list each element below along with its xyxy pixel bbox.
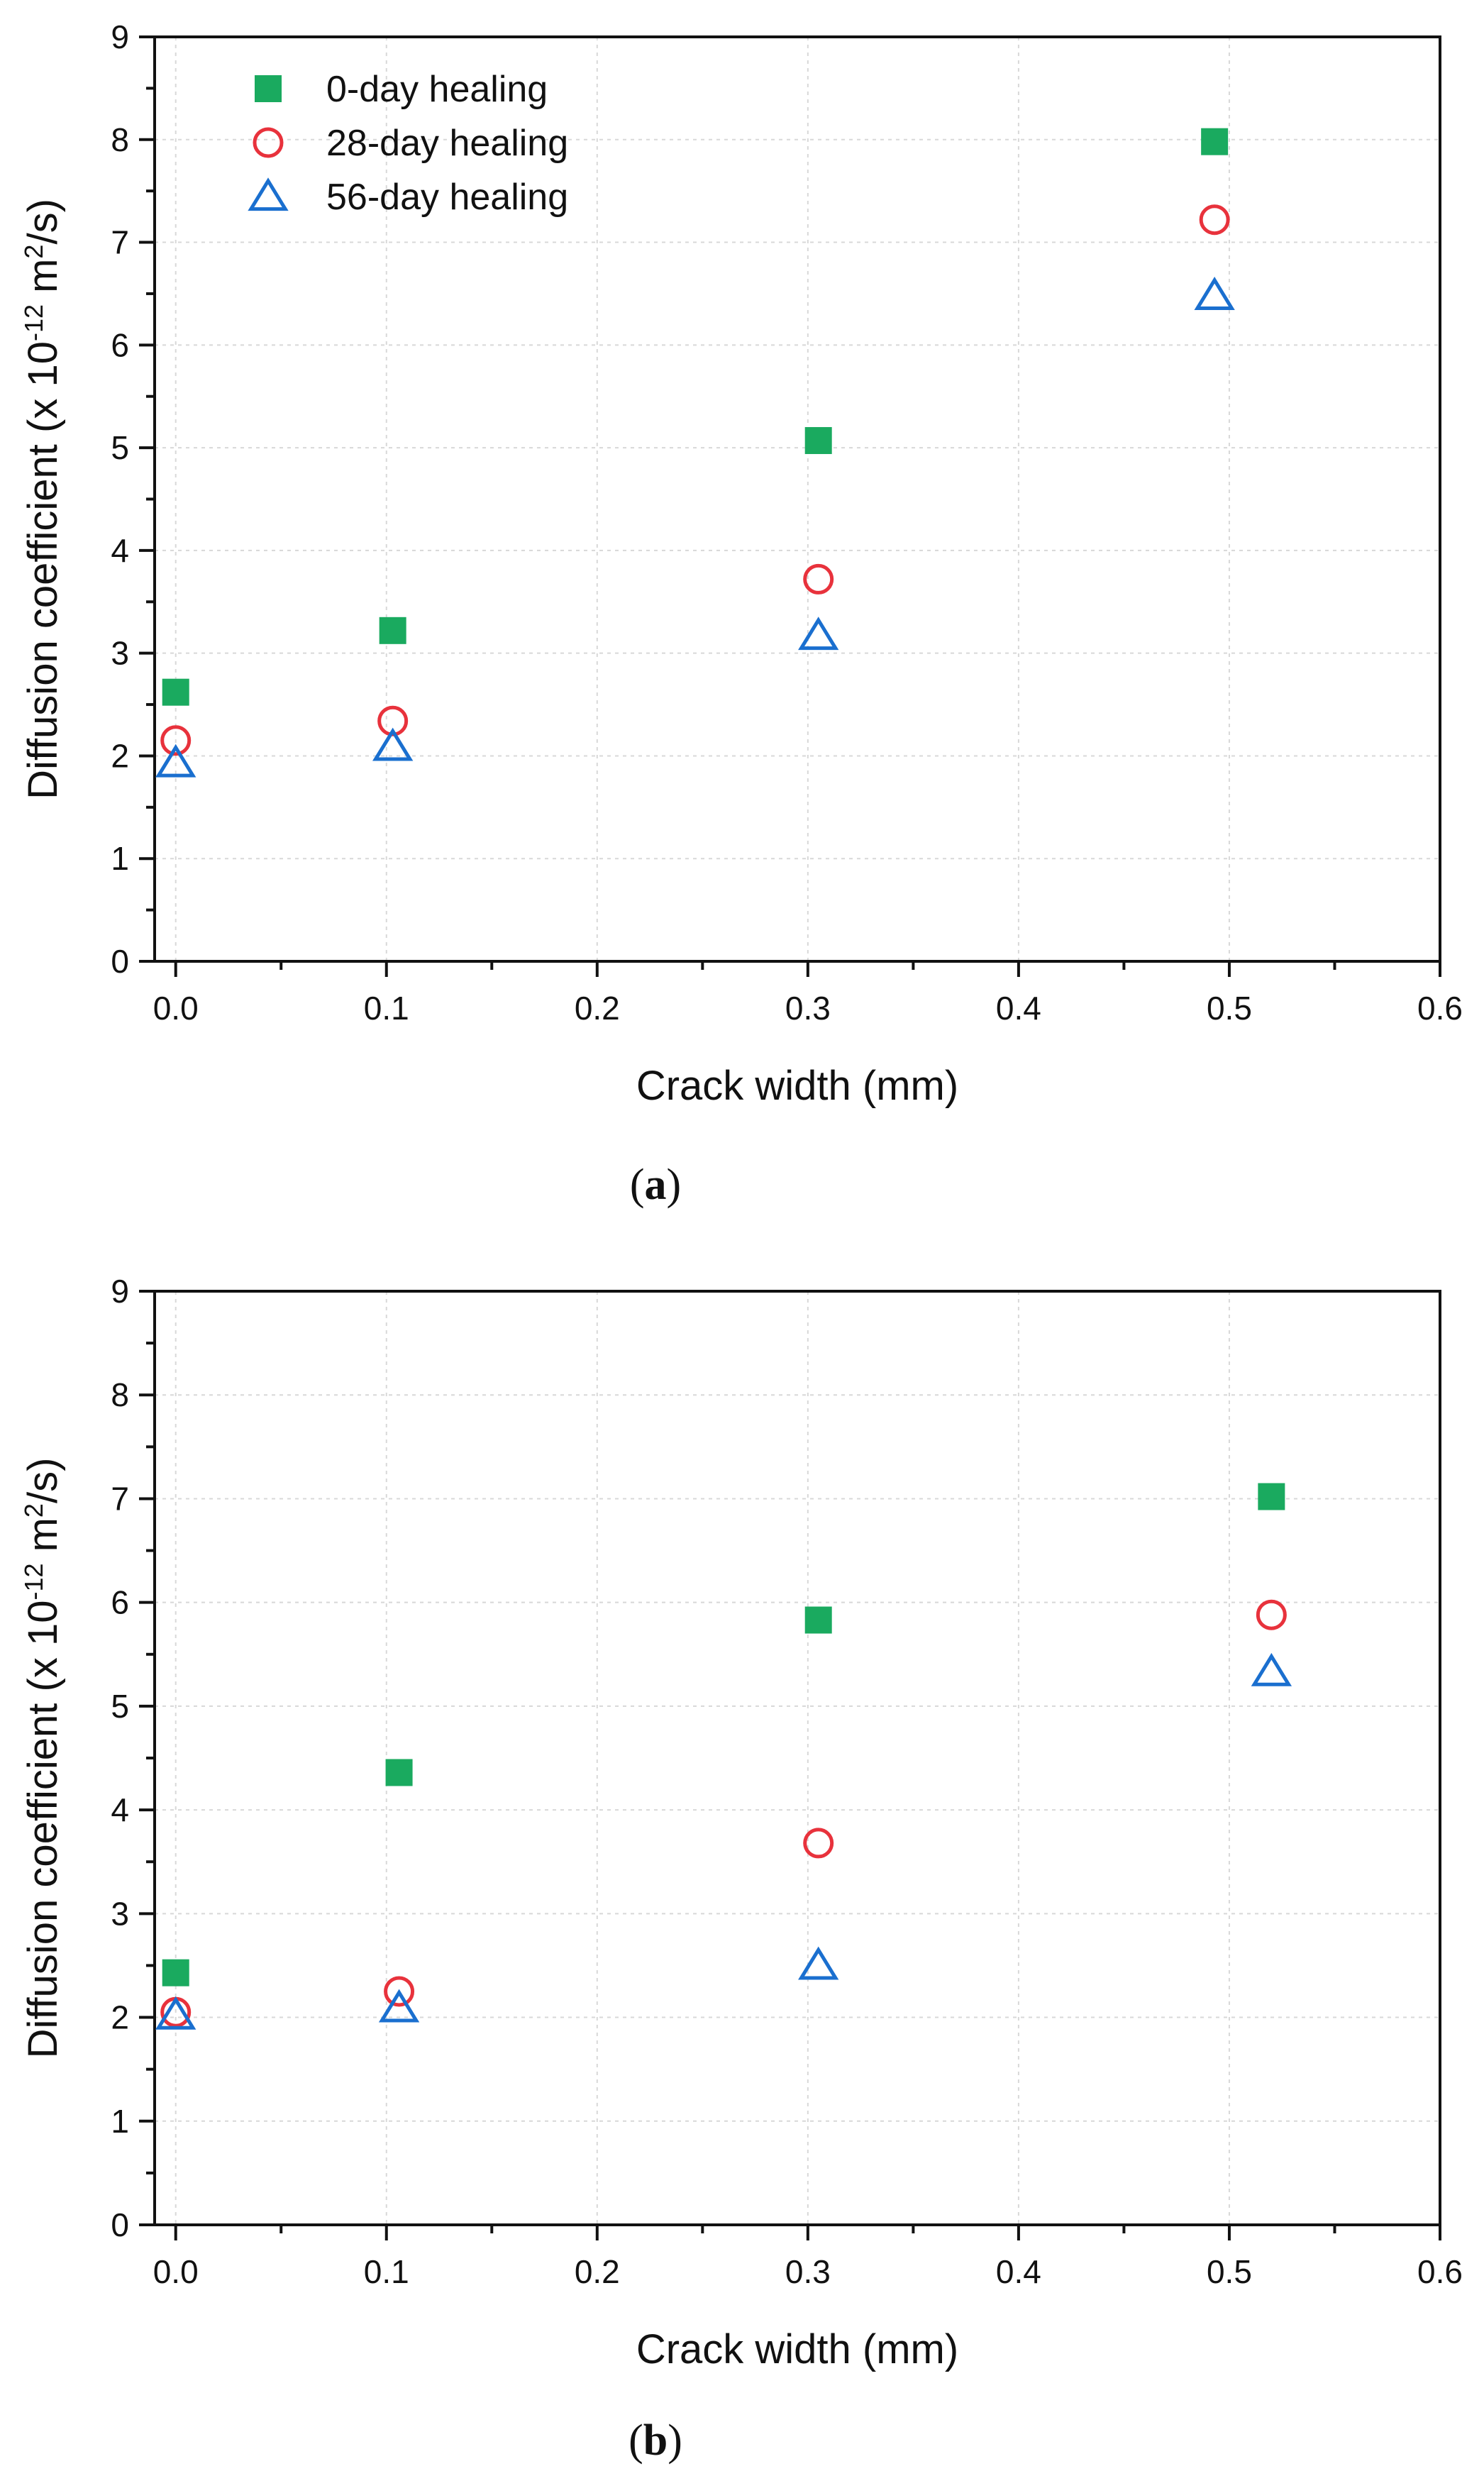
y-tick-label-7: 7 xyxy=(111,224,129,261)
y-axis-title-part-3: 2 xyxy=(19,245,48,259)
y-tick-label-9: 9 xyxy=(111,18,129,55)
point-a-s2-0 xyxy=(155,744,196,778)
x-tick-label-1: 0.1 xyxy=(364,990,409,1027)
point-a-s0-1 xyxy=(379,617,406,644)
legend-marker-1 xyxy=(253,127,284,158)
y-tick-label-6: 6 xyxy=(111,1584,129,1621)
x-tick-label-4: 0.4 xyxy=(996,990,1041,1027)
caption-part-1: a xyxy=(645,1161,667,1209)
y-tick-label-3: 3 xyxy=(111,635,129,672)
point-a-s2-3 xyxy=(1194,277,1235,310)
y-axis-title-part-3: 2 xyxy=(19,1503,48,1518)
point-a-s1-1 xyxy=(377,705,409,736)
x-tick-label-4: 0.4 xyxy=(996,2253,1041,2290)
x-tick-label-0: 0.0 xyxy=(153,990,199,1027)
y-tick-label-2: 2 xyxy=(111,737,129,774)
y-tick-label-7: 7 xyxy=(111,1480,129,1517)
point-a-s1-3 xyxy=(1199,204,1230,236)
caption-part-1: b xyxy=(643,2416,668,2465)
x-tick-label-6: 0.6 xyxy=(1417,990,1463,1027)
y-tick-label-5: 5 xyxy=(111,429,129,466)
point-a-s2-1 xyxy=(372,727,414,761)
series-b-2 xyxy=(155,1652,1292,2030)
y-tick-label-1: 1 xyxy=(111,2103,129,2140)
y-axis-title-part-1: -12 xyxy=(19,1564,48,1601)
x-axis-title-b: Crack width (mm) xyxy=(636,2326,958,2372)
legend-a: 0-day healing 28-day healing 56-day healin… xyxy=(248,69,568,218)
point-b-s0-2 xyxy=(804,1606,832,1634)
x-tick-label-2: 0.2 xyxy=(575,990,620,1027)
y-tick-label-0: 0 xyxy=(111,2206,129,2243)
point-b-s1-1 xyxy=(384,1976,415,2007)
point-a-s0-0 xyxy=(162,678,189,706)
legend-marker-0 xyxy=(255,75,282,102)
y-tick-label-4: 4 xyxy=(111,532,129,569)
y-axis-title-part-2: m xyxy=(20,1518,66,1563)
point-b-s1-2 xyxy=(803,1828,834,1859)
y-axis-title-part-1: -12 xyxy=(19,304,48,341)
y-axis-title-part-4: /s) xyxy=(20,199,66,244)
y-tick-label-2: 2 xyxy=(111,1999,129,2036)
y-tick-label-5: 5 xyxy=(111,1688,129,1725)
caption-part-0: ( xyxy=(630,1161,645,1209)
y-tick-label-9: 9 xyxy=(111,1273,129,1310)
point-a-s1-2 xyxy=(803,563,834,595)
caption-part-2: ) xyxy=(668,2416,682,2465)
plot-frame-b xyxy=(153,1290,1441,2226)
x-tick-label-3: 0.3 xyxy=(785,2253,831,2290)
y-tick-label-4: 4 xyxy=(111,1791,129,1828)
y-tick-label-3: 3 xyxy=(111,1895,129,1932)
legend-label-2: 56-day healing xyxy=(326,177,568,218)
chart-panel-b: 0.0 0.1 0.2 0.3 0.4 0.5 0.6 0 1 2 3 4 5 6 7 8 9 Crack wid… xyxy=(19,1273,1463,2465)
y-axis-title-b: Diffusion coefficient (x 10-12 m2/s) xyxy=(19,1458,66,2059)
plot-frame-a xyxy=(153,35,1441,963)
caption-b: (b) xyxy=(629,2416,682,2465)
x-tick-label-3: 0.3 xyxy=(785,990,831,1027)
point-b-s0-3 xyxy=(1258,1483,1285,1510)
x-tick-label-6: 0.6 xyxy=(1417,2253,1463,2290)
caption-part-2: ) xyxy=(667,1161,682,1209)
y-axis-title-part-4: /s) xyxy=(20,1458,66,1503)
series-a-2 xyxy=(155,277,1235,778)
y-tick-label-0: 0 xyxy=(111,943,129,980)
point-a-s1-0 xyxy=(160,725,192,756)
series-b-0 xyxy=(162,1483,1285,1986)
y-tick-label-6: 6 xyxy=(111,326,129,363)
x-tick-label-2: 0.2 xyxy=(575,2253,620,2290)
x-axis-title-a: Crack width (mm) xyxy=(636,1063,958,1109)
point-b-s1-3 xyxy=(1256,1599,1287,1630)
point-a-s0-3 xyxy=(1201,128,1229,155)
legend-label-1: 28-day healing xyxy=(326,123,568,164)
y-axis-title-a: Diffusion coefficient (x 10-12 m2/s) xyxy=(19,199,66,800)
x-tick-label-0: 0.0 xyxy=(153,2253,199,2290)
y-axis-title-part-2: m xyxy=(20,259,66,304)
x-tick-label-1: 0.1 xyxy=(364,2253,409,2290)
series-a-0 xyxy=(162,128,1229,706)
legend-label-0: 0-day healing xyxy=(326,69,548,110)
y-axis-title-part-0: Diffusion coefficient (x 10 xyxy=(20,1601,66,2059)
y-tick-label-8: 8 xyxy=(111,121,129,158)
chart-panel-a: 0.0 0.1 0.2 0.3 0.4 0.5 0.6 0 1 2 3 4 5 6 7 8 9 Crack wid… xyxy=(19,18,1463,1209)
point-b-s2-0 xyxy=(155,1996,196,2030)
x-tick-label-5: 0.5 xyxy=(1207,990,1252,1027)
point-a-s2-2 xyxy=(798,617,839,651)
y-tick-label-8: 8 xyxy=(111,1376,129,1413)
y-axis-title-part-0: Diffusion coefficient (x 10 xyxy=(20,341,66,800)
point-b-s2-3 xyxy=(1251,1652,1292,1686)
grid-a xyxy=(155,37,1440,962)
series-b-1 xyxy=(160,1599,1287,2028)
series-a-1 xyxy=(160,204,1230,756)
point-b-s2-1 xyxy=(378,1989,420,2023)
point-a-s0-2 xyxy=(804,426,832,454)
point-b-s0-1 xyxy=(385,1759,413,1786)
y-tick-label-1: 1 xyxy=(111,840,129,877)
caption-a: (a) xyxy=(630,1161,681,1209)
x-tick-label-5: 0.5 xyxy=(1207,2253,1252,2290)
caption-part-0: ( xyxy=(629,2416,643,2465)
legend-marker-2 xyxy=(248,177,289,211)
point-b-s2-2 xyxy=(798,1946,839,1980)
grid-b xyxy=(155,1291,1440,2226)
point-b-s0-0 xyxy=(162,1959,189,1986)
